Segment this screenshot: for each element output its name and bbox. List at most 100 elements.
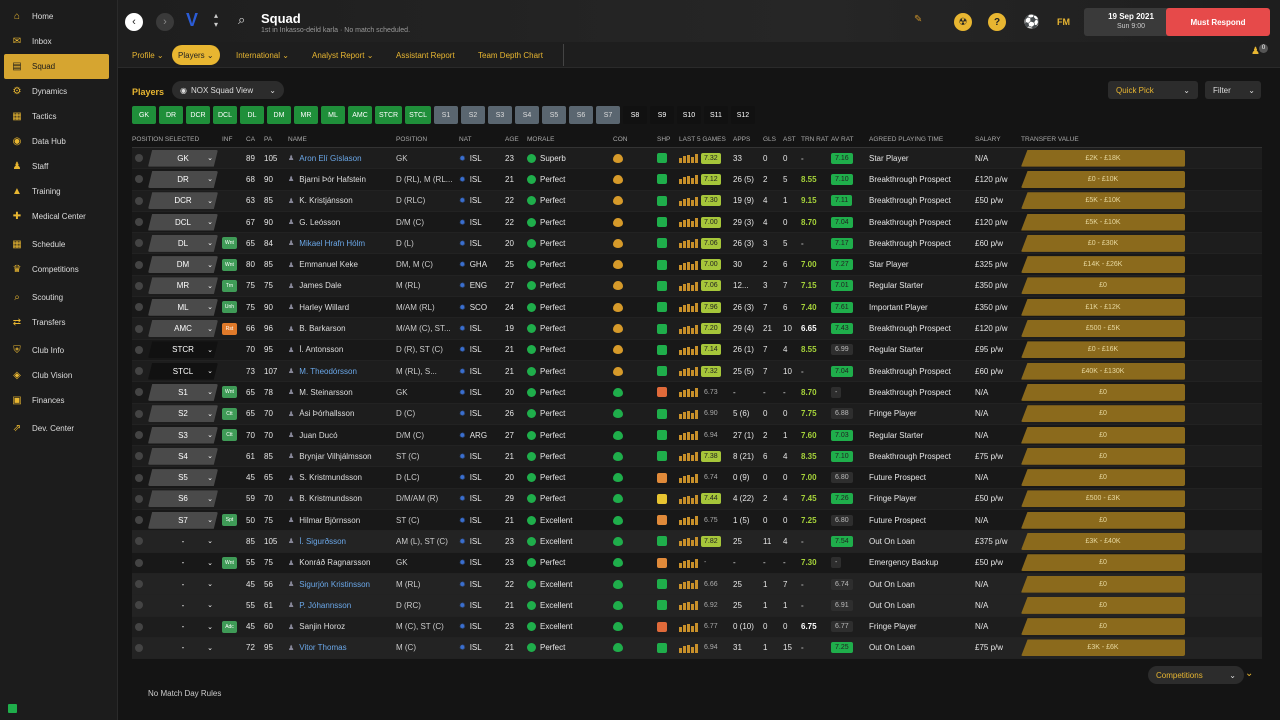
table-row[interactable]: GK ⌄ 89 105 ♟ Aron Elí Gíslason GK ✹ ISL 23 Superb… — [132, 148, 1262, 170]
player-name[interactable]: P. Jóhannsson — [299, 600, 352, 610]
column-header-av-rat[interactable]: Av Rat — [831, 136, 854, 143]
position-filter-s6[interactable]: S6 — [568, 106, 593, 124]
column-header-name[interactable]: Name — [288, 136, 307, 143]
position-filter-gk[interactable]: GK — [132, 106, 156, 124]
must-respond-button[interactable]: Must Respond — [1166, 8, 1270, 36]
date-continue-box[interactable]: 19 Sep 2021 Sun 9:00 — [1084, 8, 1178, 36]
column-header-last-5-games[interactable]: Last 5 Games — [679, 136, 726, 143]
position-dropdown[interactable]: S7 ⌄ — [148, 511, 218, 529]
sidebar-item-staff[interactable]: ♟ Staff — [0, 154, 117, 179]
sidebar-item-tactics[interactable]: ▦ Tactics — [0, 104, 117, 129]
position-filter-dm[interactable]: DM — [267, 106, 291, 124]
position-dropdown[interactable]: S3 ⌄ — [148, 426, 218, 444]
position-dropdown[interactable]: STCR ⌄ — [148, 341, 218, 359]
column-header-trn-rat[interactable]: Trn Rat — [801, 136, 829, 143]
select-checkbox[interactable] — [135, 196, 143, 205]
position-dropdown[interactable]: - ⌄ — [148, 639, 218, 656]
position-dropdown[interactable]: DCL ⌄ — [148, 213, 218, 231]
player-name[interactable]: Juan Ducó — [299, 430, 338, 440]
table-row[interactable]: S7 ⌄ Spt 50 75 ♟ Hilmar Björnsson ST (C) ✹ ISL 21 E… — [132, 510, 1262, 532]
radiation-icon[interactable]: ☢ — [954, 13, 972, 31]
position-filter-dr[interactable]: DR — [159, 106, 183, 124]
position-filter-s9[interactable]: S9 — [649, 106, 674, 124]
tab-profile[interactable]: Profile ⌄ — [132, 50, 164, 60]
ball-icon[interactable]: ⚽ — [1023, 14, 1041, 29]
sidebar-item-scouting[interactable]: ⌕ Scouting — [0, 285, 117, 310]
sidebar-item-training[interactable]: ▲ Training — [0, 179, 117, 204]
sidebar-item-competitions[interactable]: ♛ Competitions — [0, 257, 117, 282]
table-row[interactable]: S3 ⌄ Ctt 70 70 ♟ Juan Ducó D/M (C) ✹ ARG 27 Perfect… — [132, 424, 1262, 447]
position-filter-s5[interactable]: S5 — [541, 106, 566, 124]
table-row[interactable]: - ⌄ 55 61 ♟ P. Jóhannsson D (RC) ✹ ISL 21 Excellen… — [132, 595, 1262, 617]
select-checkbox[interactable] — [135, 367, 143, 376]
squad-view-select[interactable]: ◉ NOX Squad View ⌄ — [172, 81, 284, 99]
player-name[interactable]: Konráð Ragnarsson — [299, 558, 371, 568]
player-name[interactable]: Sigurjón Kristinsson — [299, 579, 370, 589]
position-filter-s4[interactable]: S4 — [514, 106, 539, 124]
club-logo[interactable]: V — [186, 10, 199, 30]
notifications-icon[interactable]: ♟ 0 — [1251, 44, 1268, 60]
table-row[interactable]: AMC ⌄ Rst 66 96 ♟ B. Barkarson M/AM (C), ST... ✹… — [132, 318, 1262, 340]
table-row[interactable]: - ⌄ Wnt 55 75 ♟ Konráð Ragnarsson GK ✹ ISL 23 Perfe… — [132, 552, 1262, 574]
position-dropdown[interactable]: DL ⌄ — [148, 234, 218, 252]
position-dropdown[interactable]: S2 ⌄ — [148, 405, 218, 423]
position-filter-ml[interactable]: ML — [321, 106, 345, 124]
sidebar-item-dynamics[interactable]: ⚙ Dynamics — [0, 79, 117, 104]
quick-pick-button[interactable]: Quick Pick ⌄ — [1108, 81, 1198, 99]
position-filter-mr[interactable]: MR — [294, 106, 318, 124]
position-filter-s3[interactable]: S3 — [487, 106, 512, 124]
column-header-nat[interactable]: Nat — [459, 136, 472, 143]
select-checkbox[interactable] — [135, 516, 143, 525]
column-header-position[interactable]: Position — [396, 136, 428, 143]
table-row[interactable]: DR ⌄ 68 90 ♟ Bjarni Þór Hafstein D (RL), M (RL… — [132, 169, 1262, 191]
column-header-ast[interactable]: Ast — [783, 136, 796, 143]
player-name[interactable]: Bjarni Þór Hafstein — [299, 174, 366, 184]
table-row[interactable]: - ⌄ 85 105 ♟ Í. Sigurðsson AM (L), ST (C) ✹ ISL 2… — [132, 531, 1262, 553]
position-filter-dl[interactable]: DL — [240, 106, 264, 124]
position-dropdown[interactable]: S5 ⌄ — [148, 469, 218, 487]
table-row[interactable]: S4 ⌄ 61 85 ♟ Brynjar Vilhjálmsson ST (C) ✹ ISL 21… — [132, 446, 1262, 468]
position-dropdown[interactable]: - ⌄ — [148, 576, 218, 593]
select-checkbox[interactable] — [135, 473, 143, 482]
position-filter-s8[interactable]: S8 — [622, 106, 647, 124]
position-dropdown[interactable]: DM ⌄ — [148, 256, 218, 274]
player-name[interactable]: James Dale — [299, 281, 342, 291]
tab-team-depth-chart[interactable]: Team Depth Chart — [478, 50, 543, 60]
position-filter-s2[interactable]: S2 — [460, 106, 485, 124]
tab-international[interactable]: International ⌄ — [236, 50, 289, 60]
sidebar-item-medical-center[interactable]: ✚ Medical Center — [0, 204, 117, 229]
position-dropdown[interactable]: S6 ⌄ — [148, 490, 218, 508]
table-row[interactable]: STCL ⌄ 73 107 ♟ M. Theodórsson M (RL), S... ✹ IS… — [132, 360, 1262, 383]
table-row[interactable]: DCR ⌄ 63 85 ♟ K. Kristjánsson D (RLC) ✹ ISL 22 Per… — [132, 190, 1262, 212]
select-checkbox[interactable] — [135, 409, 143, 418]
column-header-pa[interactable]: PA — [264, 136, 273, 143]
forward-button[interactable]: › — [156, 13, 174, 31]
position-dropdown[interactable]: GK ⌄ — [148, 149, 218, 167]
table-row[interactable]: S1 ⌄ Wnt 65 78 ♟ M. Steinarsson GK ✹ ISL 20 Perfect… — [132, 382, 1262, 404]
player-name[interactable]: Í. Antonsson — [299, 345, 344, 355]
table-row[interactable]: - ⌄ Adc 45 60 ♟ Sanjin Horoz M (C), ST (C) ✹ ISL 2… — [132, 616, 1262, 638]
player-name[interactable]: Harley Willard — [299, 302, 350, 312]
position-dropdown[interactable]: STCL ⌄ — [148, 362, 218, 380]
sidebar-item-home[interactable]: ⌂ Home — [0, 4, 117, 29]
filter-button[interactable]: Filter ⌄ — [1205, 81, 1261, 99]
table-row[interactable]: S6 ⌄ 59 70 ♟ B. Kristmundsson D/M/AM (R) ✹ ISL 29… — [132, 488, 1262, 511]
sidebar-item-squad[interactable]: ▤ Squad — [4, 54, 109, 79]
club-switch-icon[interactable]: ▴ ▾ — [214, 11, 219, 29]
position-dropdown[interactable]: AMC ⌄ — [148, 320, 218, 338]
table-row[interactable]: ML ⌄ Unh 75 90 ♟ Harley Willard M/AM (RL) ✹ SCO 24… — [132, 297, 1262, 319]
select-checkbox[interactable] — [135, 452, 143, 461]
sidebar-item-inbox[interactable]: ✉ Inbox — [0, 29, 117, 54]
table-row[interactable]: S5 ⌄ 45 65 ♟ S. Kristmundsson D (LC) ✹ ISL 20 Perf… — [132, 467, 1262, 489]
sidebar-item-dev-center[interactable]: ⇗ Dev. Center — [0, 416, 117, 441]
player-name[interactable]: G. Leósson — [299, 217, 341, 227]
player-name[interactable]: M. Theodórsson — [299, 366, 357, 376]
player-name[interactable]: K. Kristjánsson — [299, 196, 353, 206]
position-dropdown[interactable]: - ⌄ — [148, 618, 218, 635]
column-header-ca[interactable]: CA — [246, 136, 256, 143]
column-header-con[interactable]: Con — [613, 136, 628, 143]
table-row[interactable]: - ⌄ 45 56 ♟ Sigurjón Kristinsson M (RL) ✹ ISL 22 E… — [132, 573, 1262, 596]
table-row[interactable]: DL ⌄ Wnt 65 84 ♟ Mikael Hrafn Hólm D (L) ✹ ISL 20 P… — [132, 233, 1262, 255]
player-name[interactable]: Vitor Thomas — [299, 643, 347, 653]
help-icon[interactable]: ? — [988, 13, 1006, 31]
